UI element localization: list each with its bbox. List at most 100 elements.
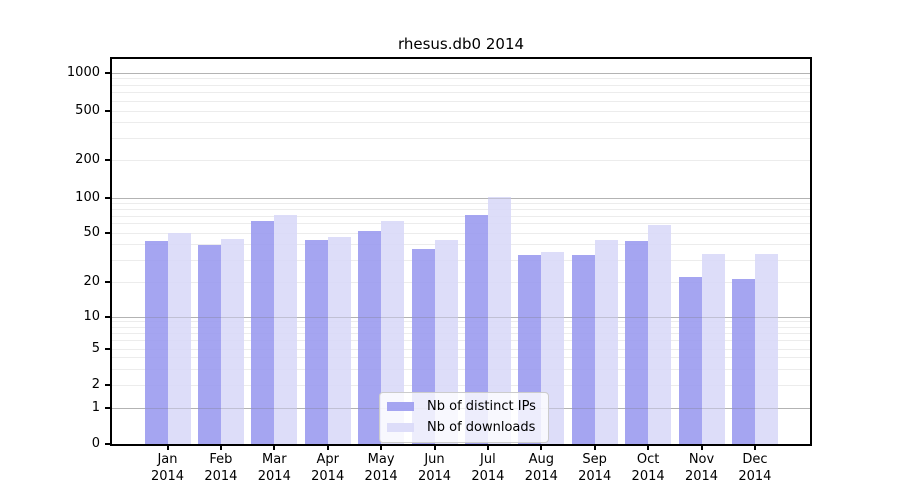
x-tick-mark [166, 445, 169, 450]
minor-gridline [112, 321, 810, 323]
bar-downloads-jan [167, 233, 191, 444]
major-gridline-overlay [112, 72, 810, 74]
x-tick-label: Jun 2014 [417, 452, 452, 484]
minor-gridline [112, 332, 810, 334]
minor-gridline [112, 326, 810, 328]
y-tick-label: 2 [91, 377, 100, 392]
bar-downloads-jul [487, 197, 511, 444]
y-tick-mark [105, 72, 112, 74]
major-gridline [112, 316, 810, 318]
bar-distinct-ips-dec [731, 279, 755, 444]
bar-downloads-dec [754, 253, 778, 444]
bar-distinct-ips-mar [251, 220, 275, 444]
minor-gridline [112, 84, 810, 86]
x-tick-mark [219, 445, 222, 450]
x-tick-mark [273, 445, 276, 450]
major-gridline [112, 197, 810, 199]
x-tick-label: Sep 2014 [578, 452, 612, 484]
bar-downloads-apr [327, 237, 351, 444]
x-tick-label: Nov 2014 [684, 452, 719, 484]
legend-label-downloads: Nb of downloads [427, 420, 536, 435]
x-tick-mark [593, 445, 596, 450]
x-tick-mark [326, 445, 329, 450]
x-tick-label: Aug 2014 [524, 452, 558, 484]
chart-title: rhesus.db0 2014 [397, 35, 525, 53]
minor-gridline [112, 78, 810, 80]
y-tick-mark [105, 407, 112, 409]
minor-gridline [112, 384, 810, 386]
x-tick-label: Jan 2014 [150, 452, 185, 484]
y-tick-mark [105, 232, 112, 234]
x-tick-label: May 2014 [364, 452, 398, 484]
bar-distinct-ips-jan [144, 241, 168, 444]
x-tick-mark [753, 445, 756, 450]
minor-gridline [112, 259, 810, 261]
major-gridline-overlay [112, 197, 810, 199]
major-gridline [112, 72, 810, 74]
y-tick-mark [105, 384, 112, 386]
x-tick-mark [647, 445, 650, 450]
x-tick-mark [700, 445, 703, 450]
minor-gridline [112, 244, 810, 246]
x-tick-label: Mar 2014 [257, 452, 291, 484]
bar-downloads-may [381, 220, 405, 444]
legend: Nb of distinct IPs Nb of downloads [379, 392, 549, 443]
bar-downloads-mar [274, 214, 298, 444]
legend-swatch-downloads [387, 423, 414, 432]
y-tick-mark [105, 348, 112, 350]
minor-gridline [112, 215, 810, 217]
minor-gridline [112, 232, 810, 234]
x-tick-mark [540, 445, 543, 450]
y-tick-label: 1000 [66, 65, 100, 80]
y-tick-mark [105, 281, 112, 283]
bar-downloads-sep [594, 239, 618, 444]
y-tick-label: 0 [91, 436, 100, 451]
x-tick-mark [380, 445, 383, 450]
x-tick-mark [486, 445, 489, 450]
minor-gridline [112, 110, 810, 112]
minor-gridline [112, 92, 810, 94]
y-tick-label: 20 [83, 274, 100, 289]
bar-distinct-ips-jul [464, 214, 488, 444]
minor-gridline [112, 100, 810, 102]
bar-distinct-ips-oct [625, 241, 649, 444]
minor-gridline [112, 202, 810, 204]
minor-gridline [112, 348, 810, 350]
minor-gridline [112, 159, 810, 161]
y-tick-label: 1 [91, 400, 100, 415]
minor-gridline [112, 122, 810, 124]
legend-swatch-distinct-ips [387, 402, 414, 411]
x-tick-label: Feb 2014 [204, 452, 238, 484]
bar-downloads-feb [220, 238, 244, 444]
y-tick-mark [105, 197, 112, 199]
x-tick-label: Oct 2014 [631, 452, 665, 484]
y-tick-label: 100 [75, 190, 100, 205]
legend-label-distinct-ips: Nb of distinct IPs [427, 399, 536, 414]
x-tick-label: Apr 2014 [311, 452, 345, 484]
y-tick-label: 500 [75, 103, 100, 118]
x-tick-mark [433, 445, 436, 450]
y-tick-mark [105, 159, 112, 161]
bar-downloads-nov [701, 253, 725, 444]
minor-gridline [112, 357, 810, 359]
y-tick-mark [105, 316, 112, 318]
y-tick-label: 5 [91, 341, 100, 356]
bar-distinct-ips-may [358, 231, 382, 444]
minor-gridline [112, 223, 810, 225]
x-tick-label: Jul 2014 [471, 452, 505, 484]
minor-gridline [112, 137, 810, 139]
y-tick-mark [105, 443, 112, 445]
bar-distinct-ips-apr [304, 239, 328, 444]
y-tick-label: 200 [75, 152, 100, 167]
y-tick-label: 10 [83, 309, 100, 324]
bar-downloads-oct [648, 224, 672, 444]
minor-gridline [112, 208, 810, 210]
bar-distinct-ips-sep [571, 255, 595, 444]
bar-distinct-ips-feb [197, 244, 221, 444]
legend-row-downloads: Nb of downloads [387, 419, 536, 436]
minor-gridline [112, 368, 810, 370]
y-tick-label: 50 [83, 225, 100, 240]
legend-row-ips: Nb of distinct IPs [387, 398, 536, 415]
x-tick-label: Dec 2014 [738, 452, 772, 484]
bar-distinct-ips-nov [678, 276, 702, 444]
